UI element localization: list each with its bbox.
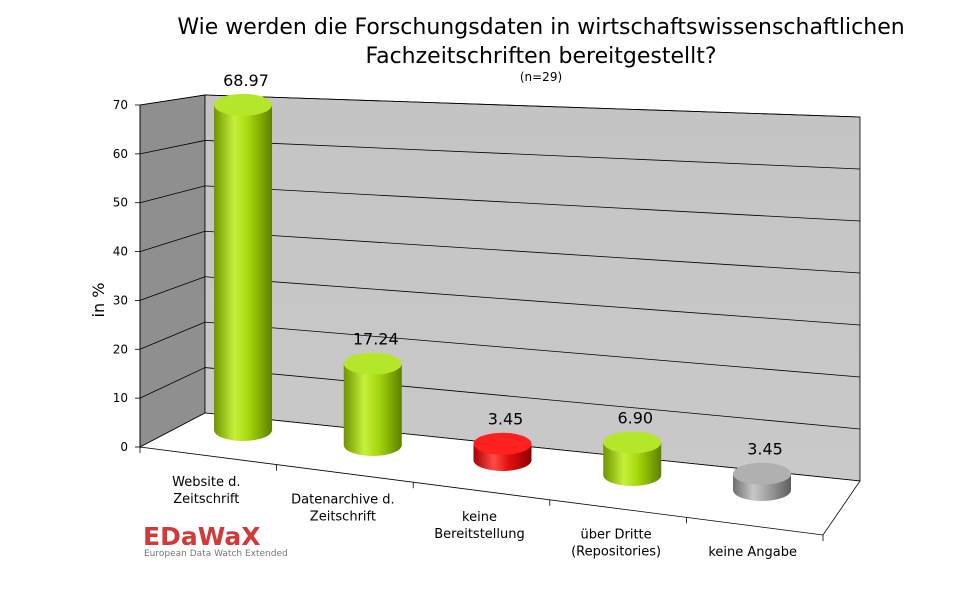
left-wall <box>139 94 206 448</box>
logo-text: EDaWaX <box>143 522 261 551</box>
bar-2: 17.24 <box>343 330 402 457</box>
edawax-logo: EDaWaX European Data Watch Extended <box>143 522 288 559</box>
data-label-1: 68.97 <box>223 71 269 90</box>
gridline-back-10 <box>204 367 861 430</box>
y-tick-label-0: 0 <box>120 440 128 454</box>
gridline-back-50 <box>204 185 861 222</box>
gridline-left-10 <box>139 367 206 399</box>
bar-top-2 <box>343 352 402 375</box>
category-label-3: keine Bereitstellung <box>434 510 525 542</box>
gridline-left-60 <box>139 140 206 155</box>
floor <box>138 412 861 536</box>
chart-title-line-1: Wie werden die Forschungsdaten in wirtsc… <box>177 15 904 40</box>
y-tick-label-20: 20 <box>113 342 128 356</box>
gridline-left-30 <box>139 276 206 301</box>
bar-3: 3.45 <box>473 410 532 472</box>
gridline-back-20 <box>204 321 861 378</box>
bar-body-2 <box>343 363 402 457</box>
bar-5: 3.45 <box>733 440 791 501</box>
data-label-2: 17.24 <box>353 330 399 349</box>
category-label-4: über Dritte (Repositories) <box>571 528 661 560</box>
y-tick-label-60: 60 <box>113 147 128 161</box>
bar-top-3 <box>473 432 532 455</box>
bars: 68.97 17.24 3.45 6.90 3.45 <box>214 71 791 501</box>
category-label-5: keine Angabe <box>708 545 797 560</box>
y-tick-label-10: 10 <box>113 391 128 405</box>
data-label-5: 3.45 <box>747 440 783 459</box>
bar-top-1 <box>214 93 272 116</box>
y-axis: 0 10 20 30 40 50 60 70 <box>113 98 141 454</box>
gridline-left-20 <box>139 321 206 350</box>
bar-body-1 <box>214 104 272 441</box>
gridline-back-60 <box>204 140 861 170</box>
y-axis-label: in % <box>89 283 108 318</box>
bar-4: 6.90 <box>603 408 662 487</box>
data-label-4: 6.90 <box>617 408 653 427</box>
gridline-back-30 <box>204 276 861 326</box>
category-label-2: Datenarchive d. Zeitschrift <box>291 492 395 524</box>
y-tick-label-50: 50 <box>113 196 128 210</box>
data-label-3: 3.45 <box>488 410 524 429</box>
x-axis: Website d. Zeitschrift Datenarchive d. Zeit… <box>139 447 824 560</box>
bar-body-4 <box>603 442 662 487</box>
y-tick-label-70: 70 <box>113 98 128 112</box>
gridline-left-70 <box>139 94 206 106</box>
y-tick-label-40: 40 <box>113 245 128 259</box>
bar-1: 68.97 <box>214 71 272 441</box>
bar-top-4 <box>603 431 662 454</box>
logo-tagline: European Data Watch Extended <box>144 549 288 559</box>
chart-title-line-2: Fachzeitschriften bereitgestellt? <box>365 44 716 69</box>
gridline-left-50 <box>139 185 206 204</box>
category-label-1: Website d. Zeitschrift <box>172 475 240 507</box>
gridlines <box>139 94 861 430</box>
gridline-back-40 <box>204 230 861 274</box>
gridline-left-40 <box>139 230 206 252</box>
chart-subtitle: (n=29) <box>520 70 562 84</box>
gridline-back-70 <box>204 94 861 118</box>
bar-top-5 <box>733 462 791 485</box>
y-tick-label-30: 30 <box>113 293 128 307</box>
